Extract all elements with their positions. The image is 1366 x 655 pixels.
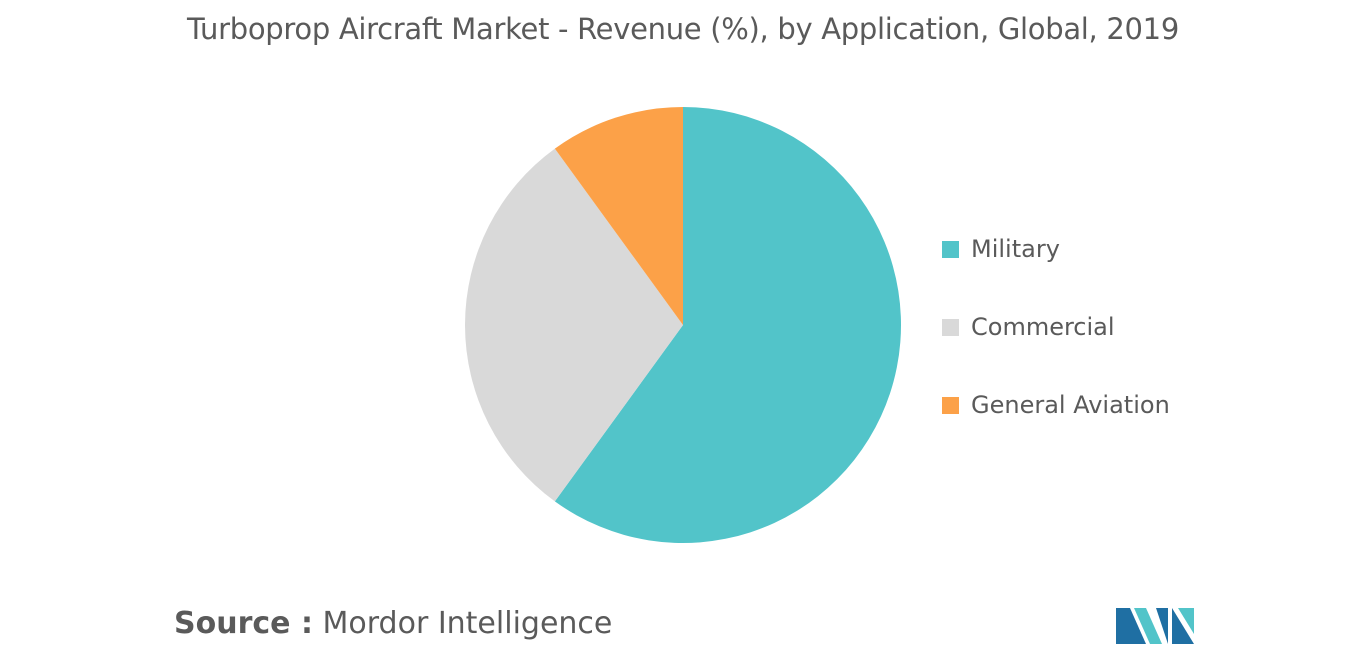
chart-legend: Military Commercial General Aviation [942,229,1170,463]
legend-label-general-aviation: General Aviation [971,391,1170,419]
legend-swatch-commercial [942,318,959,336]
source-line: Source : Mordor Intelligence [174,606,612,641]
legend-swatch-military [942,240,959,258]
source-name: Mordor Intelligence [322,606,613,641]
pie-slice-military [554,107,902,544]
legend-item-commercial: Commercial [942,307,1170,347]
legend-label-commercial: Commercial [971,313,1115,341]
legend-item-general-aviation: General Aviation [942,385,1170,425]
legend-swatch-general-aviation [942,396,959,414]
legend-label-military: Military [971,235,1060,263]
pie-slice-commercial [464,148,683,502]
legend-item-military: Military [942,229,1170,269]
source-prefix: Source : [174,606,313,641]
pie-slice-general-aviation [554,107,683,325]
mordor-intelligence-logo-icon [1116,608,1194,644]
chart-title: Turboprop Aircraft Market - Revenue (%),… [187,12,1179,46]
